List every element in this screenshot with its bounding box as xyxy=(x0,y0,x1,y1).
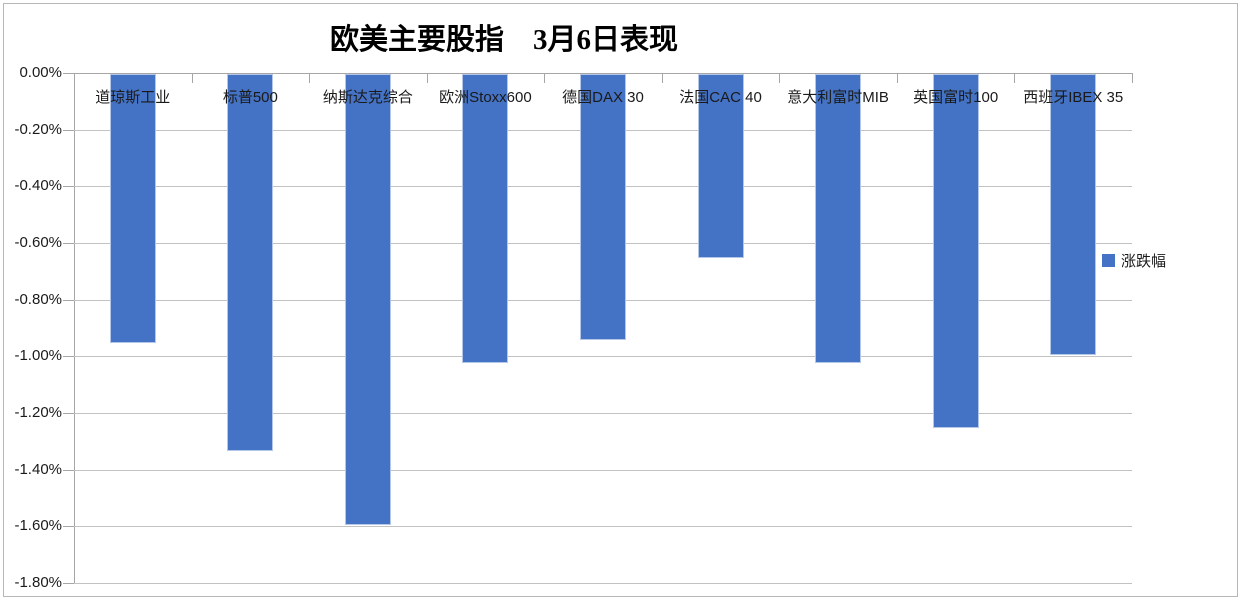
bar-7 xyxy=(815,74,862,363)
category-axis-tick xyxy=(896,73,898,83)
y-axis-line xyxy=(74,73,75,583)
category-label: 德国DAX 30 xyxy=(562,89,644,106)
category-label: 道琼斯工业 xyxy=(95,89,171,106)
legend-label: 涨跌幅 xyxy=(1121,253,1167,270)
y-axis-tick xyxy=(63,469,74,471)
legend-swatch-icon xyxy=(1102,254,1115,267)
category-label: 标普500 xyxy=(222,89,278,106)
y-axis-tick xyxy=(63,356,74,358)
y-tick-label: -0.40% xyxy=(14,177,62,195)
gridline xyxy=(74,526,1132,528)
y-axis-tick xyxy=(63,243,74,244)
bar-9 xyxy=(1050,74,1097,355)
y-tick-label: -1.40% xyxy=(14,460,62,478)
y-axis-tick xyxy=(63,299,74,301)
y-axis-tick xyxy=(63,413,74,414)
bar-1 xyxy=(109,74,156,344)
category-axis-tick xyxy=(74,73,75,83)
bar-4 xyxy=(462,74,509,363)
bar-6 xyxy=(697,74,744,259)
y-axis-tick xyxy=(63,73,74,74)
category-axis-tick xyxy=(1014,73,1016,83)
category-label: 欧洲Stoxx600 xyxy=(439,89,532,106)
chart-title: 欧美主要股指 3月6日表现 xyxy=(329,24,678,56)
y-tick-label: -0.20% xyxy=(14,120,62,138)
category-axis-tick xyxy=(426,73,428,83)
y-axis-tick xyxy=(63,186,74,188)
category-axis-tick xyxy=(661,73,663,83)
zero-axis-line xyxy=(74,73,1132,74)
y-tick-label: -1.60% xyxy=(14,517,62,535)
y-tick-label: -1.20% xyxy=(14,404,62,421)
gridline xyxy=(74,469,1132,471)
y-tick-label: -0.80% xyxy=(14,290,62,308)
y-axis-tick xyxy=(63,526,74,528)
y-tick-label: -0.60% xyxy=(14,234,62,251)
category-axis-tick xyxy=(309,73,311,83)
category-label: 法国CAC 40 xyxy=(679,89,762,106)
plot-area: 道琼斯工业 标普500 纳斯达克综合 欧洲Stoxx600 德国DAX 30 法国CAC … xyxy=(74,73,1133,584)
bar-5 xyxy=(580,74,626,341)
gridline xyxy=(74,413,1132,414)
y-axis-tick xyxy=(63,583,74,584)
bar-3 xyxy=(344,74,391,525)
y-tick-label: -1.80% xyxy=(14,574,62,591)
y-tick-label: 0.00% xyxy=(19,64,62,81)
category-label: 西班牙IBEX 35 xyxy=(1023,89,1124,106)
category-label: 意大利富时MIB xyxy=(787,89,889,106)
legend: 涨跌幅 xyxy=(1102,250,1166,271)
y-axis-tick xyxy=(63,129,74,131)
category-axis-tick xyxy=(544,73,546,83)
bar-2 xyxy=(227,74,274,451)
gridline xyxy=(74,356,1132,358)
category-label: 英国富时100 xyxy=(913,89,999,106)
y-tick-label: -1.00% xyxy=(14,347,62,365)
category-axis-tick xyxy=(1132,73,1133,83)
category-label: 纳斯达克综合 xyxy=(322,89,413,106)
bar-8 xyxy=(932,74,979,429)
gridline xyxy=(74,583,1132,584)
category-axis-tick xyxy=(779,73,781,83)
category-axis-tick xyxy=(191,73,193,83)
